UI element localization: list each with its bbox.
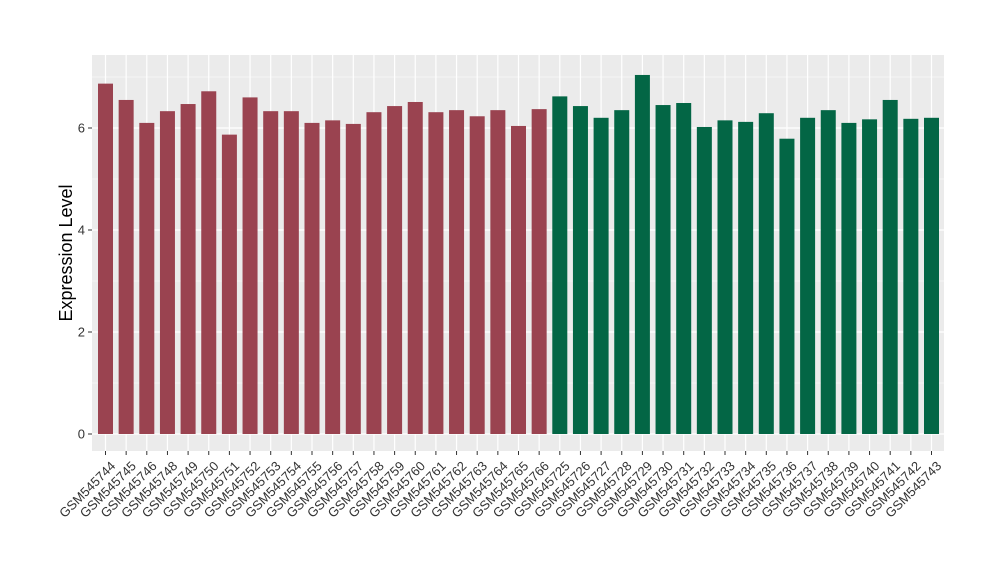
y-axis: 0 2 4 6 <box>78 121 92 442</box>
bar-GSM545739 <box>841 122 857 435</box>
bar-GSM545749 <box>180 104 196 434</box>
bar-GSM545732 <box>696 126 712 434</box>
bar-GSM545759 <box>387 106 403 434</box>
bar-GSM545738 <box>820 110 836 435</box>
y-axis-title: Expression Level <box>56 184 76 321</box>
bar-GSM545746 <box>139 122 155 435</box>
bar-GSM545741 <box>882 99 898 434</box>
bar-GSM545725 <box>552 96 568 434</box>
bar-GSM545760 <box>407 101 423 435</box>
bar-GSM545754 <box>283 111 299 435</box>
bar-GSM545761 <box>428 112 444 434</box>
bar-GSM545755 <box>304 122 320 435</box>
bar-GSM545750 <box>201 91 217 434</box>
bar-GSM545736 <box>779 138 795 434</box>
bars-group <box>98 74 939 435</box>
bar-GSM545764 <box>490 110 506 435</box>
bar-GSM545742 <box>903 118 919 434</box>
bar-GSM545765 <box>511 125 526 435</box>
bar-GSM545763 <box>469 116 485 435</box>
bar-GSM545757 <box>345 123 361 435</box>
bar-GSM545737 <box>800 117 816 435</box>
bar-GSM545743 <box>924 117 939 435</box>
x-axis: GSM545744GSM545745GSM545746GSM545748GSM5… <box>56 451 944 521</box>
bar-GSM545748 <box>159 111 175 435</box>
bar-GSM545733 <box>717 120 733 434</box>
bar-GSM545731 <box>676 103 692 434</box>
bar-GSM545766 <box>531 109 547 434</box>
bar-GSM545735 <box>758 113 774 435</box>
y-tick-label: 0 <box>78 427 85 442</box>
y-tick-label: 4 <box>78 223 85 238</box>
bar-GSM545726 <box>572 106 588 434</box>
y-tick-label: 6 <box>78 121 85 136</box>
bar-GSM545752 <box>242 97 258 435</box>
y-tick-label: 2 <box>78 325 85 340</box>
bar-GSM545730 <box>655 105 671 435</box>
bar-GSM545762 <box>449 110 465 435</box>
bar-GSM545729 <box>634 74 650 435</box>
bar-GSM545758 <box>366 112 382 434</box>
bar-GSM545745 <box>118 99 134 434</box>
bar-GSM545728 <box>614 110 630 435</box>
bar-GSM545756 <box>325 120 341 434</box>
bar-GSM545753 <box>263 111 279 435</box>
bar-GSM545744 <box>98 83 113 434</box>
bar-GSM545740 <box>862 119 878 434</box>
bar-GSM545727 <box>593 117 609 435</box>
bar-GSM545734 <box>738 121 754 434</box>
bar-GSM545751 <box>221 134 237 434</box>
